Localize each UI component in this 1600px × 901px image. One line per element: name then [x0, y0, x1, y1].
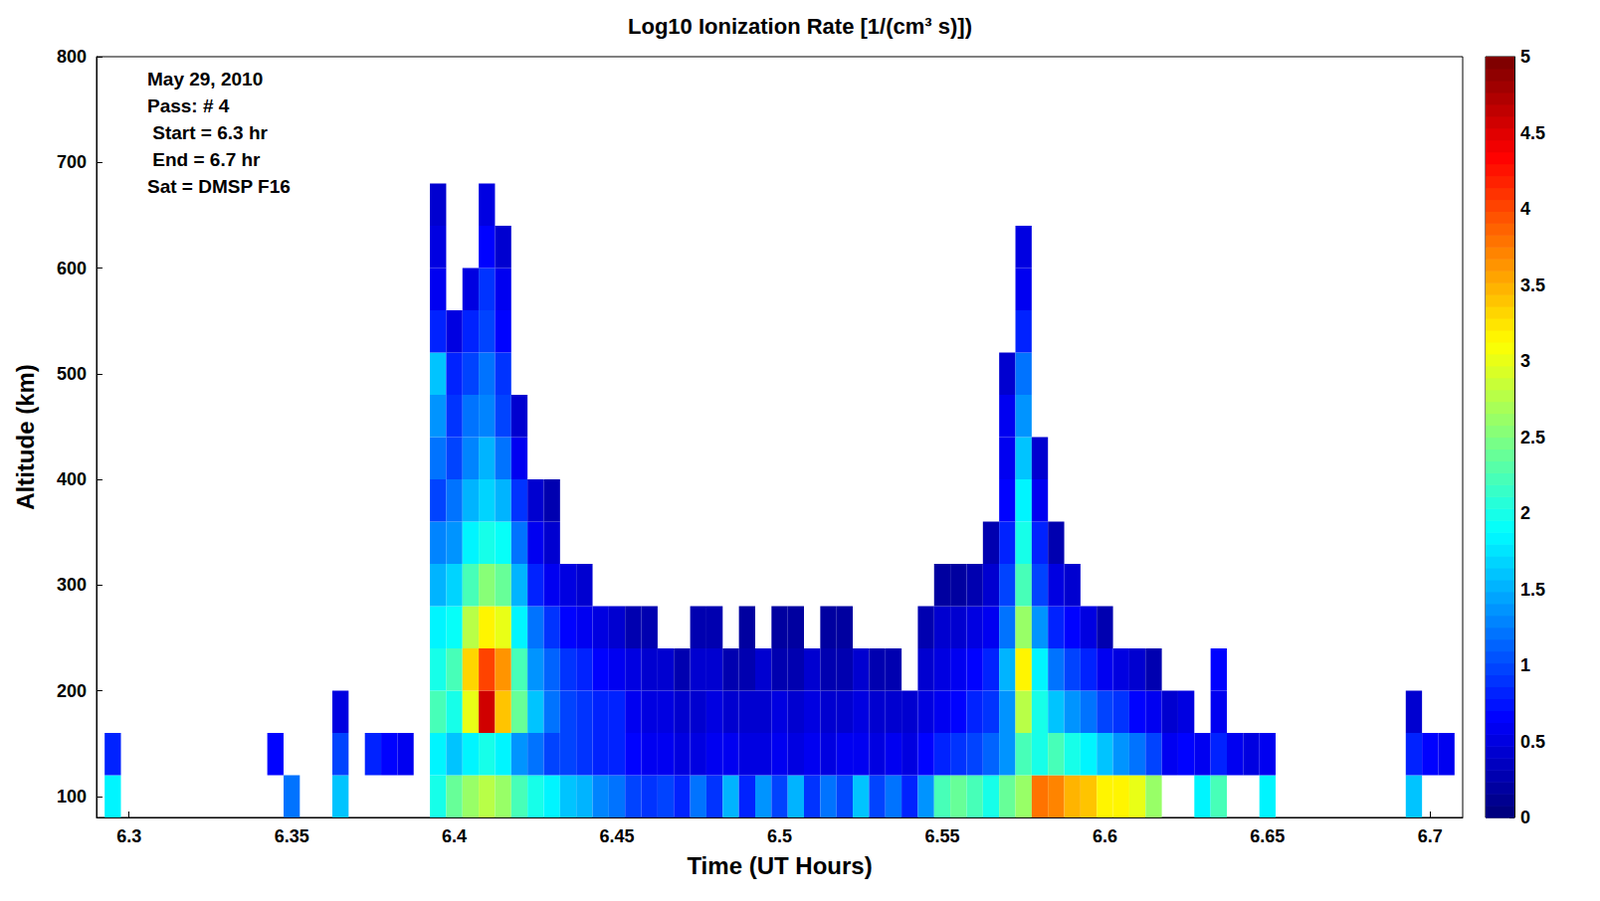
- svg-text:2.5: 2.5: [1520, 427, 1546, 448]
- svg-text:0: 0: [1520, 807, 1531, 828]
- svg-text:100: 100: [56, 787, 87, 807]
- svg-text:1.5: 1.5: [1520, 580, 1546, 600]
- svg-text:3: 3: [1520, 351, 1531, 372]
- svg-text:1: 1: [1520, 655, 1531, 676]
- svg-text:Altitude (km): Altitude (km): [11, 364, 39, 511]
- svg-text:700: 700: [56, 152, 87, 173]
- svg-text:6.35: 6.35: [274, 826, 310, 847]
- svg-text:6.45: 6.45: [600, 826, 635, 847]
- svg-text:200: 200: [56, 681, 87, 702]
- svg-text:Pass: # 4: Pass: # 4: [147, 95, 230, 117]
- svg-text:500: 500: [56, 364, 87, 385]
- svg-text:Log10 Ionization Rate [1/(cm³: Log10 Ionization Rate [1/(cm³ s)]): [627, 13, 973, 39]
- svg-text:0.5: 0.5: [1520, 732, 1546, 753]
- svg-text:6.5: 6.5: [767, 826, 793, 847]
- svg-text:4.5: 4.5: [1520, 123, 1546, 144]
- svg-text:Sat = DMSP F16: Sat = DMSP F16: [147, 176, 291, 198]
- svg-text:3.5: 3.5: [1520, 275, 1546, 296]
- svg-text:6.7: 6.7: [1417, 826, 1443, 847]
- svg-text:400: 400: [56, 469, 87, 490]
- svg-text:2: 2: [1520, 503, 1531, 524]
- svg-text:6.6: 6.6: [1092, 826, 1118, 847]
- svg-text:May 29, 2010: May 29, 2010: [147, 68, 263, 90]
- svg-text:6.4: 6.4: [441, 826, 467, 847]
- svg-text:6.65: 6.65: [1249, 826, 1285, 847]
- svg-text:300: 300: [56, 575, 87, 596]
- svg-text:4: 4: [1520, 199, 1531, 219]
- svg-text:6.3: 6.3: [116, 826, 142, 847]
- svg-text:5: 5: [1520, 46, 1531, 67]
- svg-text:800: 800: [56, 46, 87, 67]
- svg-text:Start = 6.3 hr: Start = 6.3 hr: [147, 122, 269, 144]
- svg-text:Time (UT Hours): Time (UT Hours): [686, 852, 872, 880]
- svg-text:6.55: 6.55: [924, 826, 960, 847]
- svg-text:600: 600: [56, 258, 87, 279]
- svg-text:End = 6.7 hr: End = 6.7 hr: [147, 149, 261, 171]
